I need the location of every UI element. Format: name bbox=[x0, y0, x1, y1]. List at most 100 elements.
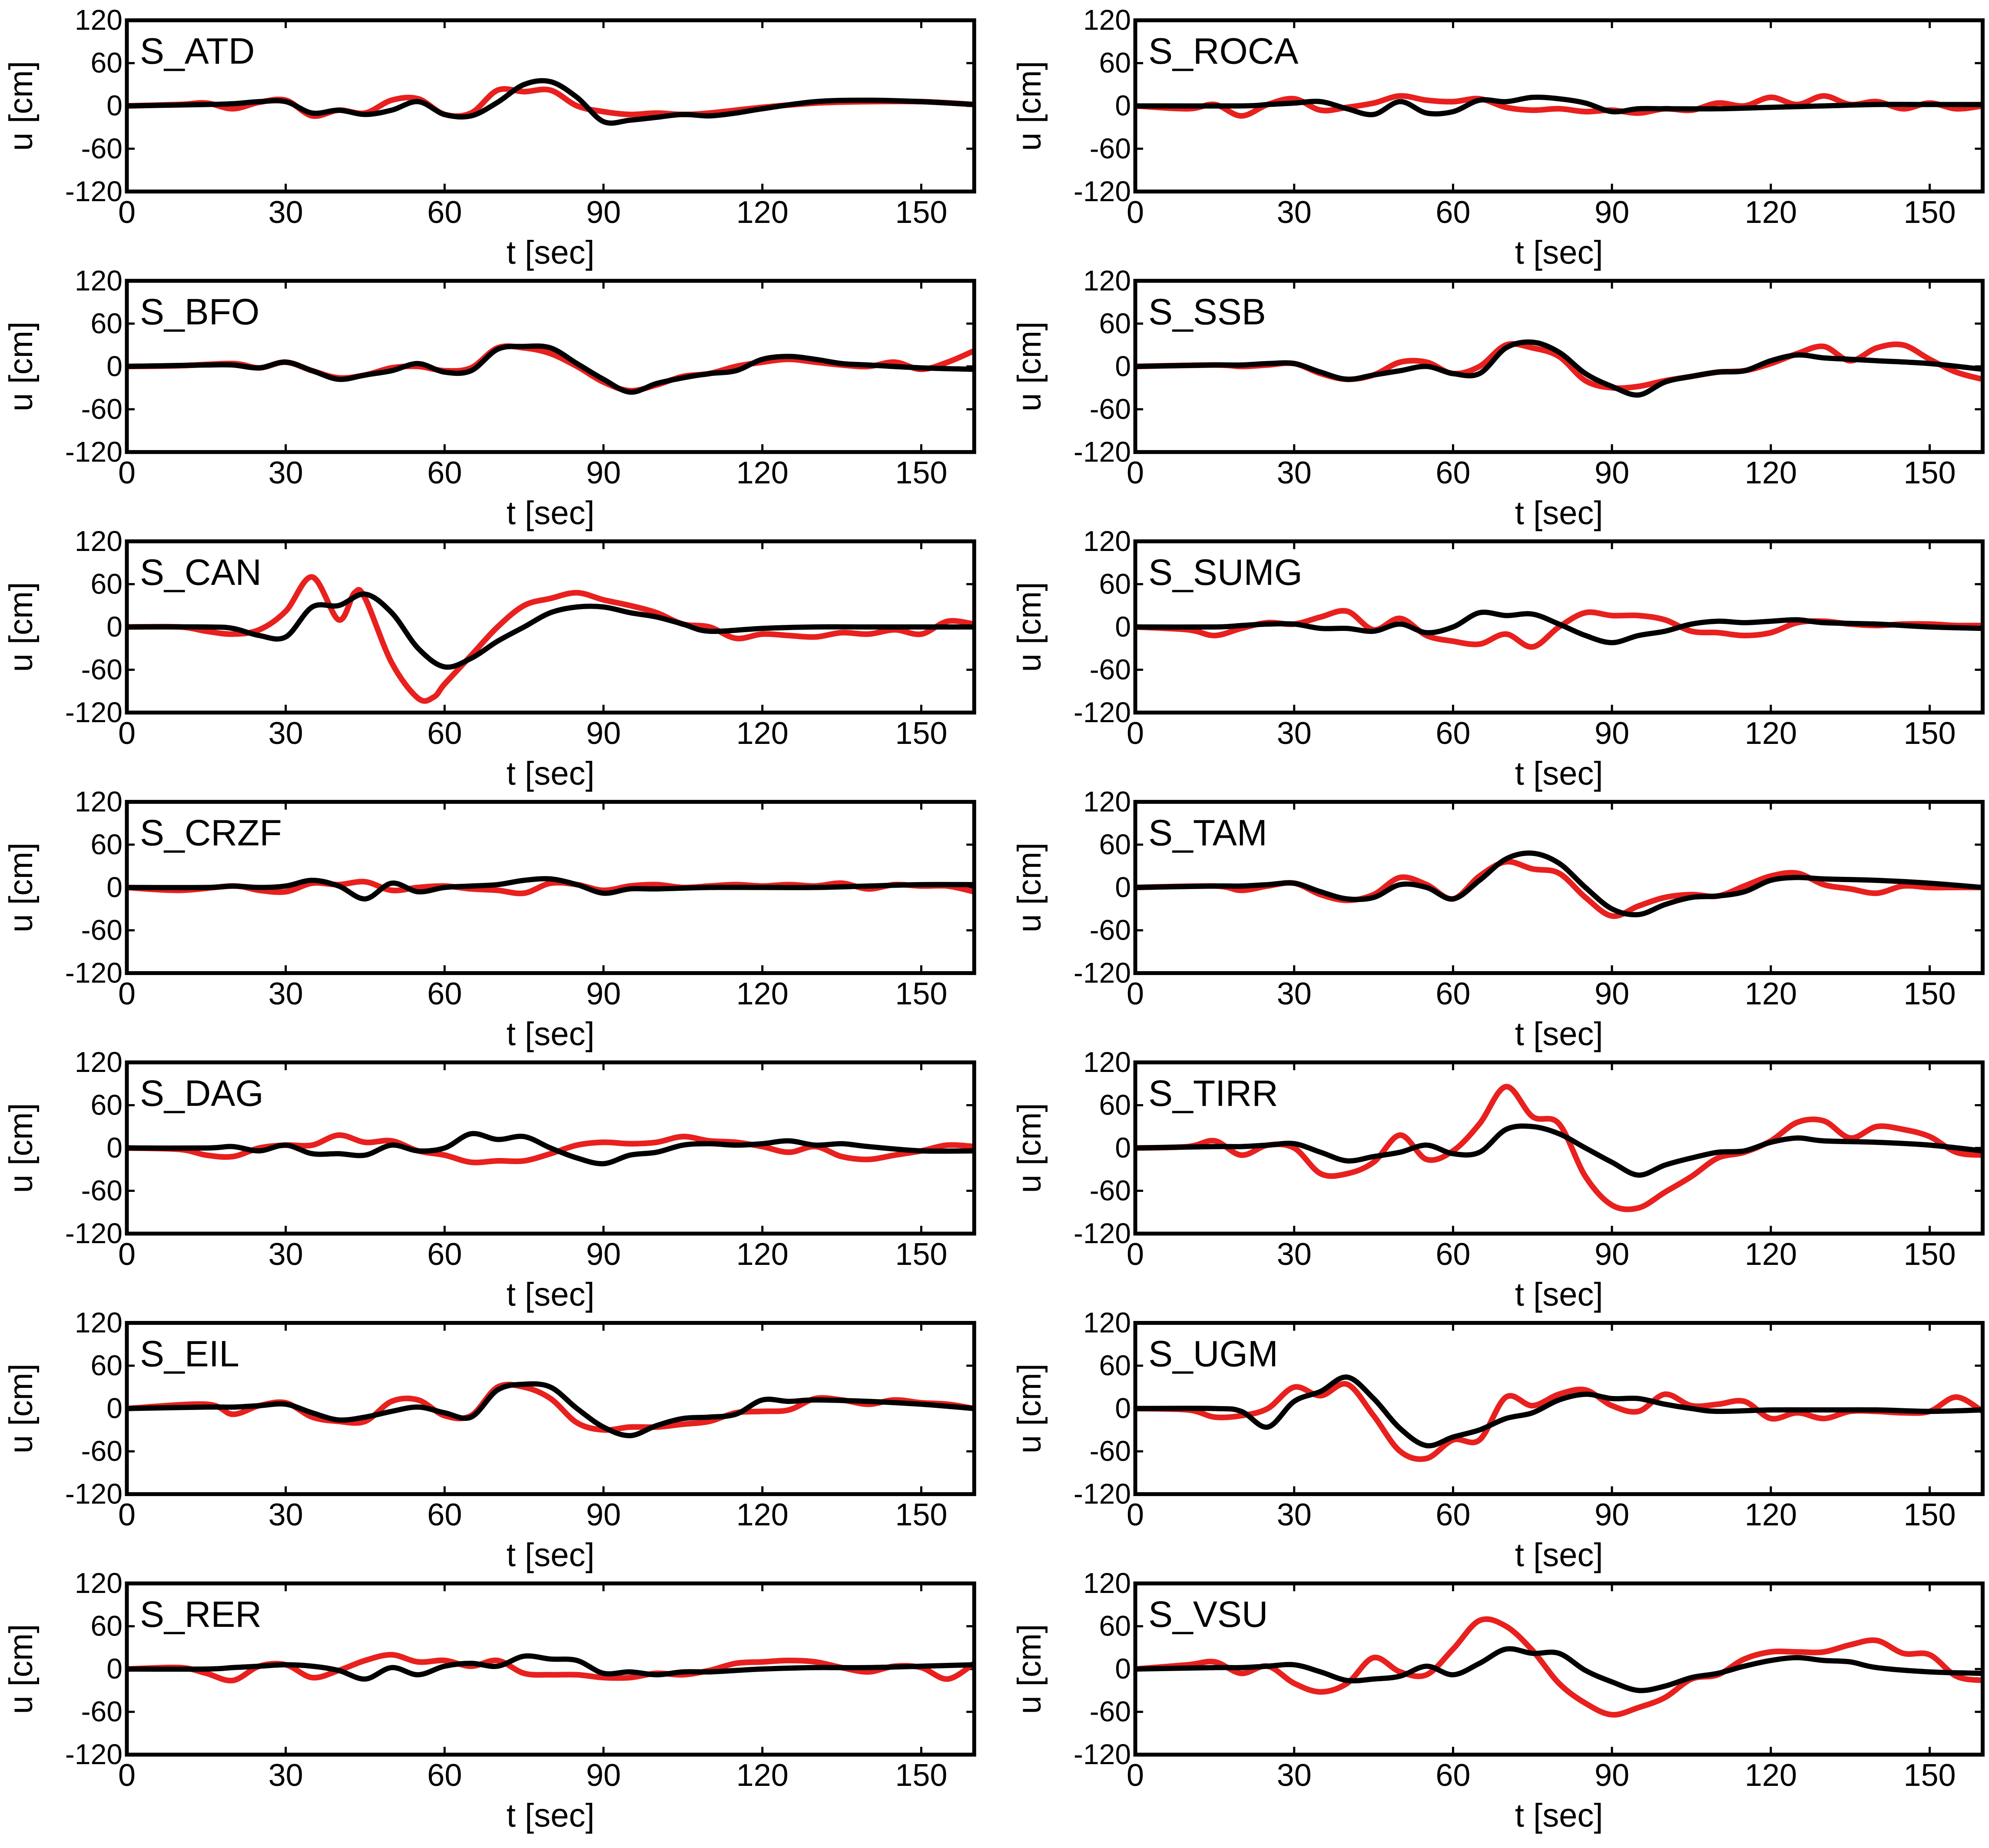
x-tick-label: 30 bbox=[269, 1498, 303, 1533]
y-tick-label: 0 bbox=[1115, 90, 1131, 122]
x-tick-label: 0 bbox=[1127, 1498, 1144, 1533]
y-tick-label: -60 bbox=[81, 653, 123, 685]
x-axis-label: t [sec] bbox=[1515, 1276, 1603, 1313]
x-tick-label: 30 bbox=[269, 1237, 303, 1272]
y-axis-label: u [cm] bbox=[3, 1364, 40, 1453]
station-label: S_RER bbox=[140, 1594, 262, 1635]
y-tick-label: -120 bbox=[65, 696, 123, 728]
y-axis-label: u [cm] bbox=[1011, 582, 1048, 672]
observed-trace bbox=[1135, 1084, 1983, 1212]
y-tick-label: -60 bbox=[1090, 1174, 1131, 1207]
y-tick-label: 120 bbox=[75, 1567, 123, 1599]
y-tick-label: 120 bbox=[75, 4, 123, 36]
x-tick-label: 120 bbox=[1745, 1237, 1797, 1272]
observed-trace bbox=[1135, 1616, 1983, 1718]
y-tick-label: 120 bbox=[75, 1046, 123, 1078]
x-tick-label: 60 bbox=[1435, 1758, 1470, 1793]
y-tick-label: 60 bbox=[1099, 1088, 1131, 1121]
x-tick-label: 150 bbox=[1903, 1498, 1956, 1533]
y-tick-label: -60 bbox=[81, 1695, 123, 1728]
x-tick-label: 90 bbox=[1595, 455, 1629, 490]
x-tick-label: 90 bbox=[1595, 1498, 1629, 1533]
x-tick-label: 90 bbox=[586, 1498, 621, 1533]
station-label: S_CRZF bbox=[140, 812, 282, 853]
synthetic-trace bbox=[126, 78, 975, 126]
x-tick-label: 150 bbox=[895, 976, 947, 1011]
x-tick-label: 150 bbox=[1903, 976, 1956, 1011]
y-tick-label: -120 bbox=[1074, 1478, 1131, 1510]
x-axis-label: t [sec] bbox=[507, 1015, 595, 1052]
synthetic-trace bbox=[1135, 1374, 1983, 1449]
x-tick-label: 60 bbox=[427, 976, 462, 1011]
y-tick-label: 120 bbox=[1083, 1567, 1131, 1599]
x-tick-label: 90 bbox=[586, 455, 621, 490]
x-axis-label: t [sec] bbox=[1515, 755, 1603, 792]
x-tick-label: 60 bbox=[427, 716, 462, 751]
y-tick-label: -120 bbox=[65, 1478, 123, 1510]
x-tick-label: 120 bbox=[1745, 1498, 1797, 1533]
x-axis-label: t [sec] bbox=[507, 1276, 595, 1313]
y-tick-label: -60 bbox=[81, 914, 123, 946]
y-tick-label: 120 bbox=[75, 525, 123, 557]
y-tick-label: 0 bbox=[1115, 1131, 1131, 1164]
y-tick-label: 0 bbox=[106, 1652, 123, 1685]
y-tick-label: -60 bbox=[1090, 393, 1131, 425]
x-axis-label: t [sec] bbox=[507, 1537, 595, 1574]
y-tick-label: -60 bbox=[81, 393, 123, 425]
y-tick-label: 120 bbox=[1083, 525, 1131, 557]
y-tick-label: 0 bbox=[1115, 871, 1131, 903]
x-tick-label: 0 bbox=[1127, 455, 1144, 490]
y-axis-label: u [cm] bbox=[1011, 322, 1048, 411]
x-tick-label: 0 bbox=[118, 976, 136, 1011]
y-tick-label: 0 bbox=[106, 871, 123, 903]
y-axis-label: u [cm] bbox=[1011, 1624, 1048, 1714]
y-tick-label: -60 bbox=[1090, 914, 1131, 946]
y-tick-label: 0 bbox=[1115, 350, 1131, 382]
plot-frame bbox=[125, 1581, 976, 1757]
x-tick-label: 120 bbox=[1745, 455, 1797, 490]
y-tick-label: 120 bbox=[1083, 785, 1131, 817]
x-tick-label: 150 bbox=[895, 455, 947, 490]
y-tick-label: 60 bbox=[1099, 307, 1131, 339]
x-tick-label: 120 bbox=[736, 1237, 789, 1272]
y-tick-label: 0 bbox=[1115, 1652, 1131, 1685]
x-tick-label: 90 bbox=[586, 195, 621, 230]
plot-frame bbox=[125, 1321, 976, 1496]
x-tick-label: 90 bbox=[586, 976, 621, 1011]
plot-frame bbox=[1133, 18, 1985, 194]
synthetic-trace bbox=[126, 343, 975, 395]
y-tick-label: -120 bbox=[65, 1217, 123, 1249]
x-tick-label: 90 bbox=[1595, 716, 1629, 751]
x-tick-label: 30 bbox=[1277, 976, 1312, 1011]
plot-frame bbox=[1133, 1321, 1985, 1496]
x-tick-label: 0 bbox=[1127, 716, 1144, 751]
y-axis-label: u [cm] bbox=[3, 61, 40, 151]
x-tick-label: 60 bbox=[427, 1237, 462, 1272]
synthetic-trace bbox=[1135, 1123, 1983, 1178]
station-label: S_TAM bbox=[1148, 812, 1267, 853]
y-tick-label: -120 bbox=[65, 435, 123, 468]
y-tick-label: 60 bbox=[1099, 46, 1131, 79]
synthetic-trace bbox=[1135, 339, 1983, 398]
y-tick-label: 0 bbox=[106, 610, 123, 643]
x-tick-label: 60 bbox=[1435, 1237, 1470, 1272]
x-tick-label: 30 bbox=[1277, 716, 1312, 751]
station-label: S_CAN bbox=[140, 552, 262, 593]
y-tick-label: 0 bbox=[1115, 1392, 1131, 1424]
y-tick-label: 60 bbox=[1099, 828, 1131, 860]
x-tick-label: 120 bbox=[1745, 976, 1797, 1011]
x-tick-label: 60 bbox=[427, 455, 462, 490]
plot-frame bbox=[1133, 1060, 1985, 1236]
station-label: S_VSU bbox=[1148, 1594, 1268, 1635]
y-axis-label: u [cm] bbox=[3, 582, 40, 672]
x-tick-label: 30 bbox=[269, 195, 303, 230]
x-tick-label: 0 bbox=[1127, 976, 1144, 1011]
